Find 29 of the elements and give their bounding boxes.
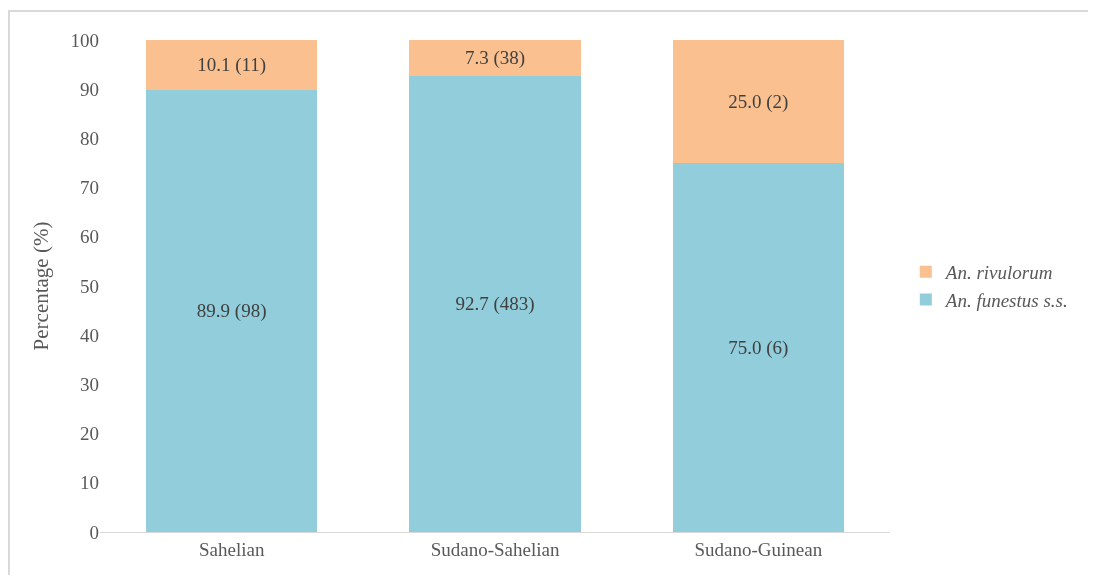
- bar: [672, 163, 844, 532]
- y-tick-label: 0: [89, 521, 99, 543]
- data-label: 7.3 (38): [464, 46, 526, 69]
- y-tick-label: 60: [80, 226, 99, 248]
- x-tick-label: Sahelian: [198, 538, 265, 560]
- legend-label: An. rivulorum: [943, 262, 1053, 284]
- bar: [672, 40, 844, 163]
- data-label: 92.7 (483): [455, 292, 535, 315]
- data-label: 25.0 (2): [728, 90, 789, 113]
- y-axis-title: Percentage (%): [29, 221, 53, 351]
- y-tick-label: 50: [80, 275, 99, 297]
- data-label: 89.9 (98): [196, 299, 267, 322]
- legend-label: An. funestus s.s.: [943, 289, 1068, 311]
- bar: [409, 75, 581, 532]
- x-tick-label: Sudano-Guinean: [694, 538, 823, 560]
- bar: [146, 40, 318, 90]
- y-tick-label: 30: [80, 374, 99, 396]
- y-tick-label: 10: [80, 472, 99, 494]
- data-label: 10.1 (11): [197, 53, 267, 76]
- y-tick-label: 100: [70, 29, 99, 51]
- y-tick-label: 80: [80, 128, 99, 150]
- x-tick-label: Sudano-Sahelian: [430, 538, 560, 560]
- data-label: 75.0 (6): [728, 336, 789, 359]
- y-tick-label: 90: [80, 78, 99, 100]
- y-tick-label: 40: [80, 324, 99, 346]
- y-tick-label: 70: [80, 177, 99, 199]
- y-tick-label: 20: [80, 423, 99, 445]
- bar: [409, 40, 581, 76]
- bar: [146, 89, 318, 532]
